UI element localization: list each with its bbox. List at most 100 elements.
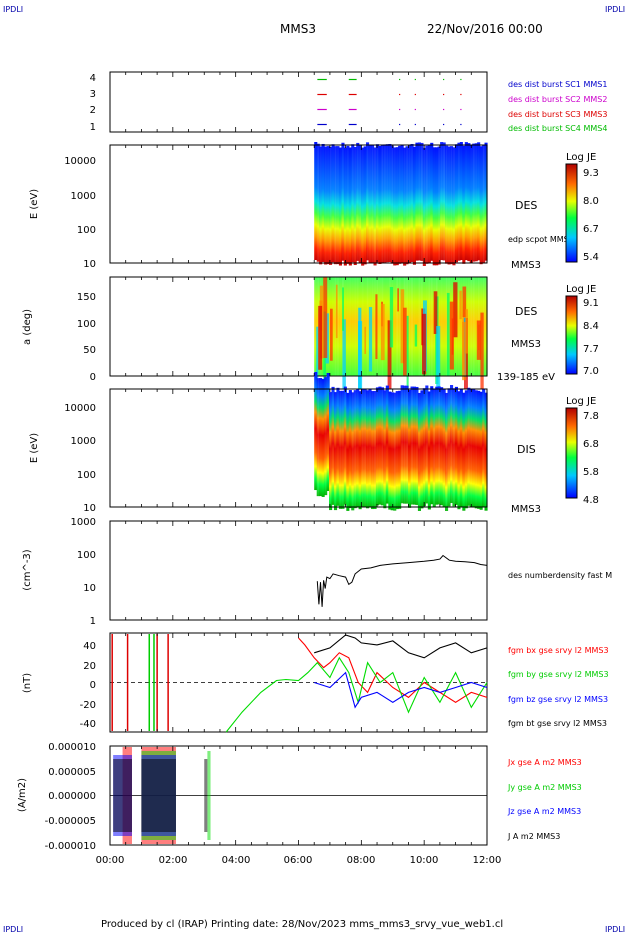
spectrogram-column xyxy=(472,389,476,508)
current-burst xyxy=(204,759,208,832)
pitch-streak xyxy=(364,326,367,354)
spectrogram-column xyxy=(484,142,488,261)
spectrogram-column xyxy=(445,277,449,376)
ytick-label: 100 xyxy=(77,550,96,561)
date-title: 22/Nov/2016 00:00 xyxy=(427,22,543,36)
y-axis-label: (cm^-3) xyxy=(22,549,33,590)
pitch-streak xyxy=(358,307,362,394)
ytick-label: 10 xyxy=(83,583,96,594)
ytick-label: 0.000005 xyxy=(48,767,96,778)
pitch-streak xyxy=(389,286,394,348)
colorbar-tick: 7.7 xyxy=(583,344,599,355)
legend-bt: fgm bt gse srvy l2 MMS3 xyxy=(508,719,607,728)
spectrogram-column xyxy=(467,387,471,506)
spectrogram-column xyxy=(457,142,461,261)
spectrogram-column xyxy=(482,388,486,507)
pitch-streak xyxy=(375,294,378,360)
spectrogram-column xyxy=(380,387,384,506)
bottom-right-tag: IPDLI xyxy=(605,925,626,934)
spectrogram-column xyxy=(390,392,394,511)
spectrogram-column xyxy=(356,277,360,376)
colorbar-tick: 7.8 xyxy=(583,411,599,422)
ytick-label: 2 xyxy=(90,105,96,116)
spectrogram-column xyxy=(378,145,382,264)
ytick-label: 1000 xyxy=(71,191,96,202)
pitch-streak xyxy=(316,326,319,392)
spectrogram-column xyxy=(321,143,325,262)
ytick-label: 50 xyxy=(83,345,96,356)
bfield-panel: 40 20 0 -20 -40 (nT) fgm bx gse srvy l2 … xyxy=(22,632,609,733)
xtick-label: 10:00 xyxy=(410,855,439,866)
colorbar-tick: 5.8 xyxy=(583,467,599,478)
pitch-streak xyxy=(462,286,467,318)
ytick-label: -0.000010 xyxy=(45,841,96,852)
spectrogram-column xyxy=(403,385,407,504)
xtick-label: 12:00 xyxy=(473,855,502,866)
left-tag: IPDLI xyxy=(3,5,24,14)
spectrogram-column xyxy=(425,145,429,264)
burst-panel: 4 3 2 1 des dist burst SC1 MMS1 des dist… xyxy=(90,71,607,133)
spectrogram-column xyxy=(371,391,375,510)
spectrogram-column xyxy=(363,146,367,265)
spectrogram-column xyxy=(368,389,372,508)
colorbar-tick: 8.0 xyxy=(583,196,599,207)
spectrogram-column xyxy=(393,277,397,376)
spectrogram-column xyxy=(329,392,333,511)
y-axis-label: a (deg) xyxy=(22,309,33,345)
spectrogram-column xyxy=(459,277,463,376)
spectrogram-column xyxy=(462,145,466,264)
spectrogram-column xyxy=(348,147,352,266)
pitch-streak xyxy=(422,313,427,375)
spectrogram-column xyxy=(346,277,350,376)
pitch-streak xyxy=(406,315,409,393)
burst-yticks: 4 3 2 1 xyxy=(90,73,96,133)
spectrogram-column xyxy=(467,277,471,376)
spectrogram-column xyxy=(422,147,426,266)
ytick-label: 0.000000 xyxy=(48,791,96,802)
spacecraft-title: MMS3 xyxy=(280,22,316,36)
spectrogram-column xyxy=(417,392,421,511)
spectrogram-column xyxy=(368,145,372,264)
xtick-label: 00:00 xyxy=(96,855,125,866)
spectrogram-column xyxy=(435,147,439,266)
current-burst xyxy=(113,759,132,832)
legend-mms4: des dist burst SC4 MMS4 xyxy=(508,124,607,133)
spectrogram-column xyxy=(375,387,379,506)
spectrogram-column xyxy=(479,146,483,265)
spectrogram-column xyxy=(361,277,365,376)
spectrogram-column xyxy=(408,389,412,508)
spectrogram-column xyxy=(427,144,431,263)
spectrogram-column xyxy=(314,277,318,376)
spectrogram-column xyxy=(385,144,389,263)
legend-mms2: des dist burst SC2 MMS2 xyxy=(508,95,607,104)
spectrogram-column xyxy=(356,388,360,507)
ytick-label: 10000 xyxy=(64,156,96,167)
spectrogram-column xyxy=(472,143,476,262)
spectrogram-column xyxy=(405,146,409,265)
pitch-streak xyxy=(325,313,329,364)
spectrogram-column xyxy=(437,146,441,265)
ytick-label: 0 xyxy=(90,680,96,691)
ytick-label: -40 xyxy=(80,719,96,730)
pitch-streak xyxy=(330,308,333,361)
ytick-label: 0.000010 xyxy=(48,742,96,753)
pitch-streak xyxy=(380,303,385,361)
legend-jx: Jx gse A m2 MMS3 xyxy=(507,758,582,767)
spectrogram-column xyxy=(403,147,407,266)
spectrogram-column xyxy=(319,146,323,265)
burst-marks xyxy=(317,78,462,126)
density-series xyxy=(316,554,488,607)
spectrogram-column xyxy=(472,277,476,376)
spectrogram-column xyxy=(343,386,347,505)
colorbar-tick: 9.1 xyxy=(583,298,599,309)
colorbar-tick: 5.4 xyxy=(583,252,599,263)
spectrogram-column xyxy=(334,277,338,376)
xtick-label: 06:00 xyxy=(284,855,313,866)
spectrogram-column xyxy=(338,277,342,376)
spectrogram-column xyxy=(331,277,335,376)
des-pitch-panel: 150 100 50 0 a (deg) DES MMS3 139-185 eV… xyxy=(22,276,599,397)
pitch-streak xyxy=(368,307,373,372)
spectrogram-column xyxy=(338,390,342,509)
spectrogram-column xyxy=(353,390,357,509)
